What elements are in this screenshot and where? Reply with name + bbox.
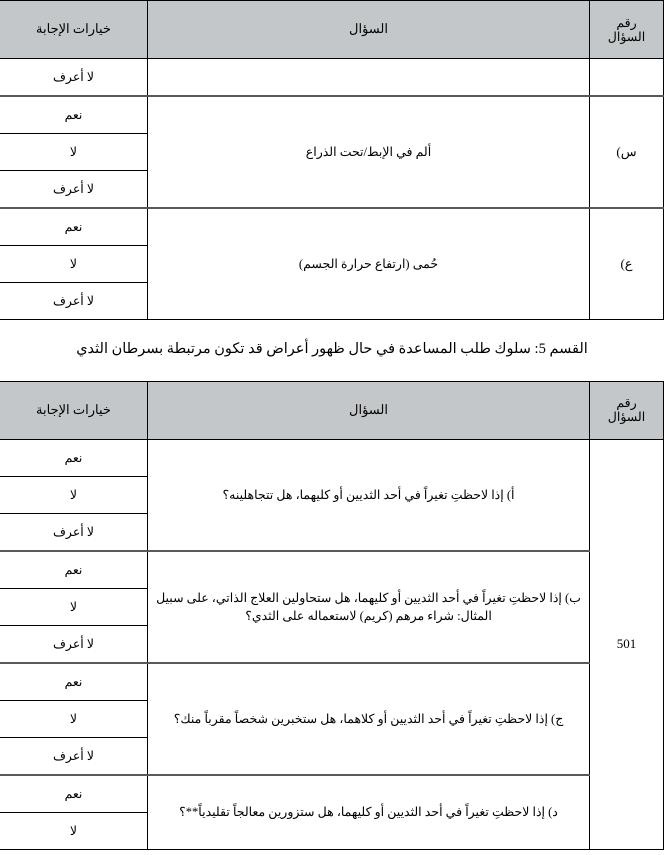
- spacer: [0, 320, 664, 340]
- column-header-question-number: رقم السؤال: [589, 380, 664, 440]
- table-row: لا: [0, 475, 664, 514]
- table-row: د) إذا لاحظتِ تغيراً في أحد الثديين أو ك…: [0, 773, 664, 850]
- header-number-line1: رقم: [616, 396, 637, 411]
- answer-option-cell[interactable]: لا: [0, 245, 148, 283]
- header-number-line2: السؤال: [607, 29, 646, 44]
- answer-option-cell[interactable]: نعم: [0, 438, 148, 477]
- spacer: [0, 359, 664, 381]
- table-row: لا أعرف: [0, 624, 664, 664]
- table-row: لا أعرف: [0, 282, 664, 320]
- table-row: لا أعرف: [0, 58, 664, 97]
- table-row: ج) إذا لاحظتِ تغيراً في أحد الثديين أو ك…: [0, 661, 664, 776]
- table-row: 501 أ) إذا لاحظتِ تغيراً في أحد الثديين …: [0, 438, 664, 850]
- table-header: رقم السؤال السؤال خيارات الإجابة: [0, 380, 664, 440]
- table-row: لا: [0, 245, 664, 283]
- header-row: رقم السؤال السؤال خيارات الإجابة: [0, 380, 664, 440]
- answer-option-cell[interactable]: لا: [0, 475, 148, 514]
- answer-option-cell[interactable]: لا أعرف: [0, 736, 148, 776]
- column-header-question: السؤال: [147, 380, 590, 440]
- table-header: رقم السؤال السؤال خيارات الإجابة: [0, 0, 664, 59]
- answer-option-cell[interactable]: لا: [0, 133, 148, 171]
- table-row: ع) حُمى (ارتفاع حرارة الجسم) نعم: [0, 207, 664, 320]
- answer-option-cell[interactable]: نعم: [0, 207, 148, 246]
- header-number-line2: السؤال: [607, 410, 646, 425]
- symptoms-table: رقم السؤال السؤال خيارات الإجابة لا أعرف…: [0, 0, 664, 320]
- answer-option-cell[interactable]: لا أعرف: [0, 624, 148, 664]
- table-row: لا: [0, 133, 664, 171]
- answer-option-cell[interactable]: لا أعرف: [0, 170, 148, 209]
- question-number-cell: س): [589, 95, 664, 209]
- table-row: ب) إذا لاحظتِ تغيراً في أحد الثديين أو ك…: [0, 549, 664, 664]
- help-seeking-table: رقم السؤال السؤال خيارات الإجابة 501 أ) …: [0, 380, 664, 850]
- answer-option-cell[interactable]: لا: [0, 587, 148, 626]
- answer-option-cell[interactable]: نعم: [0, 661, 148, 701]
- table-body: لا أعرف س) ألم في الإبط/تحت الذراع نعم ل…: [0, 58, 664, 320]
- column-header-question-number: رقم السؤال: [589, 0, 664, 59]
- table-body: 501 أ) إذا لاحظتِ تغيراً في أحد الثديين …: [0, 438, 664, 850]
- answer-option-cell[interactable]: لا: [0, 699, 148, 738]
- question-number-cell: ع): [589, 207, 664, 320]
- answer-option-cell[interactable]: نعم: [0, 773, 148, 813]
- column-header-answer-options: خيارات الإجابة: [0, 0, 148, 59]
- answer-option-cell[interactable]: لا: [0, 811, 148, 850]
- help-seeking-table-wrapper: رقم السؤال السؤال خيارات الإجابة 501 أ) …: [0, 380, 664, 850]
- answer-option-cell[interactable]: لا أعرف: [0, 512, 148, 552]
- table-row: لا: [0, 811, 664, 850]
- header-row: رقم السؤال السؤال خيارات الإجابة: [0, 0, 664, 59]
- answer-option-cell[interactable]: لا أعرف: [0, 282, 148, 320]
- question-text-cell: ج) إذا لاحظتِ تغيراً في أحد الثديين أو ك…: [147, 661, 590, 776]
- answer-option-cell[interactable]: نعم: [0, 549, 148, 589]
- question-text-cell: ب) إذا لاحظتِ تغيراً في أحد الثديين أو ك…: [147, 549, 590, 664]
- question-text-cell: د) إذا لاحظتِ تغيراً في أحد الثديين أو ك…: [147, 773, 590, 850]
- answer-option-cell[interactable]: لا أعرف: [0, 58, 148, 97]
- question-text-cell: حُمى (ارتفاع حرارة الجسم): [147, 207, 590, 320]
- answer-option-cell[interactable]: نعم: [0, 95, 148, 134]
- question-text-cell: أ) إذا لاحظتِ تغيراً في أحد الثديين أو ك…: [147, 438, 590, 552]
- table-row: س) ألم في الإبط/تحت الذراع نعم: [0, 95, 664, 209]
- section-heading: القسم 5: سلوك طلب المساعدة في حال ظهور أ…: [76, 341, 588, 357]
- column-header-question: السؤال: [147, 0, 590, 59]
- table-row: لا: [0, 699, 664, 738]
- table-row: لا أعرف: [0, 512, 664, 552]
- question-number-cell: [589, 58, 664, 97]
- question-number-cell: 501: [589, 438, 664, 850]
- header-number-line1: رقم: [616, 15, 637, 30]
- question-text-cell: ألم في الإبط/تحت الذراع: [147, 95, 590, 209]
- table-row: لا: [0, 587, 664, 626]
- column-header-answer-options: خيارات الإجابة: [0, 380, 148, 440]
- question-text-cell: [147, 58, 590, 97]
